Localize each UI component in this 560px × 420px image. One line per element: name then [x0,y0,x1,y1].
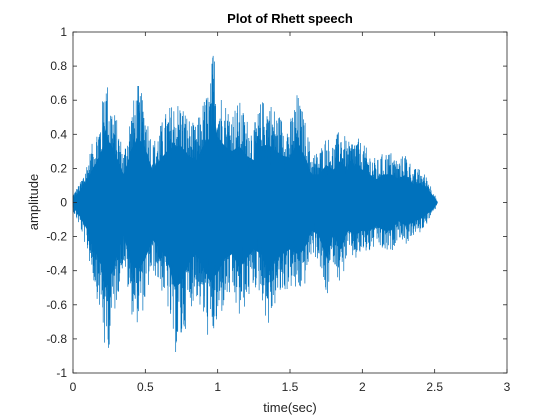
x-tick-label: 1.5 [282,380,299,394]
x-tick-label: 0.5 [137,380,154,394]
x-tick-label: 2 [359,380,366,394]
y-tick-label: 0.6 [50,93,67,107]
y-tick-label: 0.4 [50,127,67,141]
waveform-series [72,55,438,352]
chart-title: Plot of Rhett speech [227,11,353,26]
x-tick-label: 2.5 [426,380,443,394]
y-tick-label: 0 [60,196,67,210]
y-axis-label: amplitude [26,174,41,230]
y-tick-label: 0.8 [50,59,67,73]
x-tick-label: 0 [70,380,77,394]
y-tick-label: -1 [56,366,67,380]
y-tick-label: -0.8 [46,332,67,346]
y-tick-label: 1 [60,25,67,39]
x-tick-label: 1 [214,380,221,394]
y-tick-label: -0.4 [46,264,67,278]
waveform-line [72,55,438,352]
y-tick-label: -0.6 [46,298,67,312]
x-axis: 0 0.5 1 1.5 2 2.5 3 [70,32,511,394]
plot-area: 0 0.5 1 1.5 2 2.5 3 -1-0.8-0.6-0.4-0.200.20.40… [46,25,510,394]
y-tick-label: -0.2 [46,230,67,244]
x-axis-label: time(sec) [263,400,316,415]
x-tick-label: 3 [504,380,511,394]
y-tick-label: 0.2 [50,161,67,175]
y-axis: -1 -0.8 -0.6 -0.4 -0.2 0 0.2 0.4 0.6 0.8 1 [46,25,507,380]
